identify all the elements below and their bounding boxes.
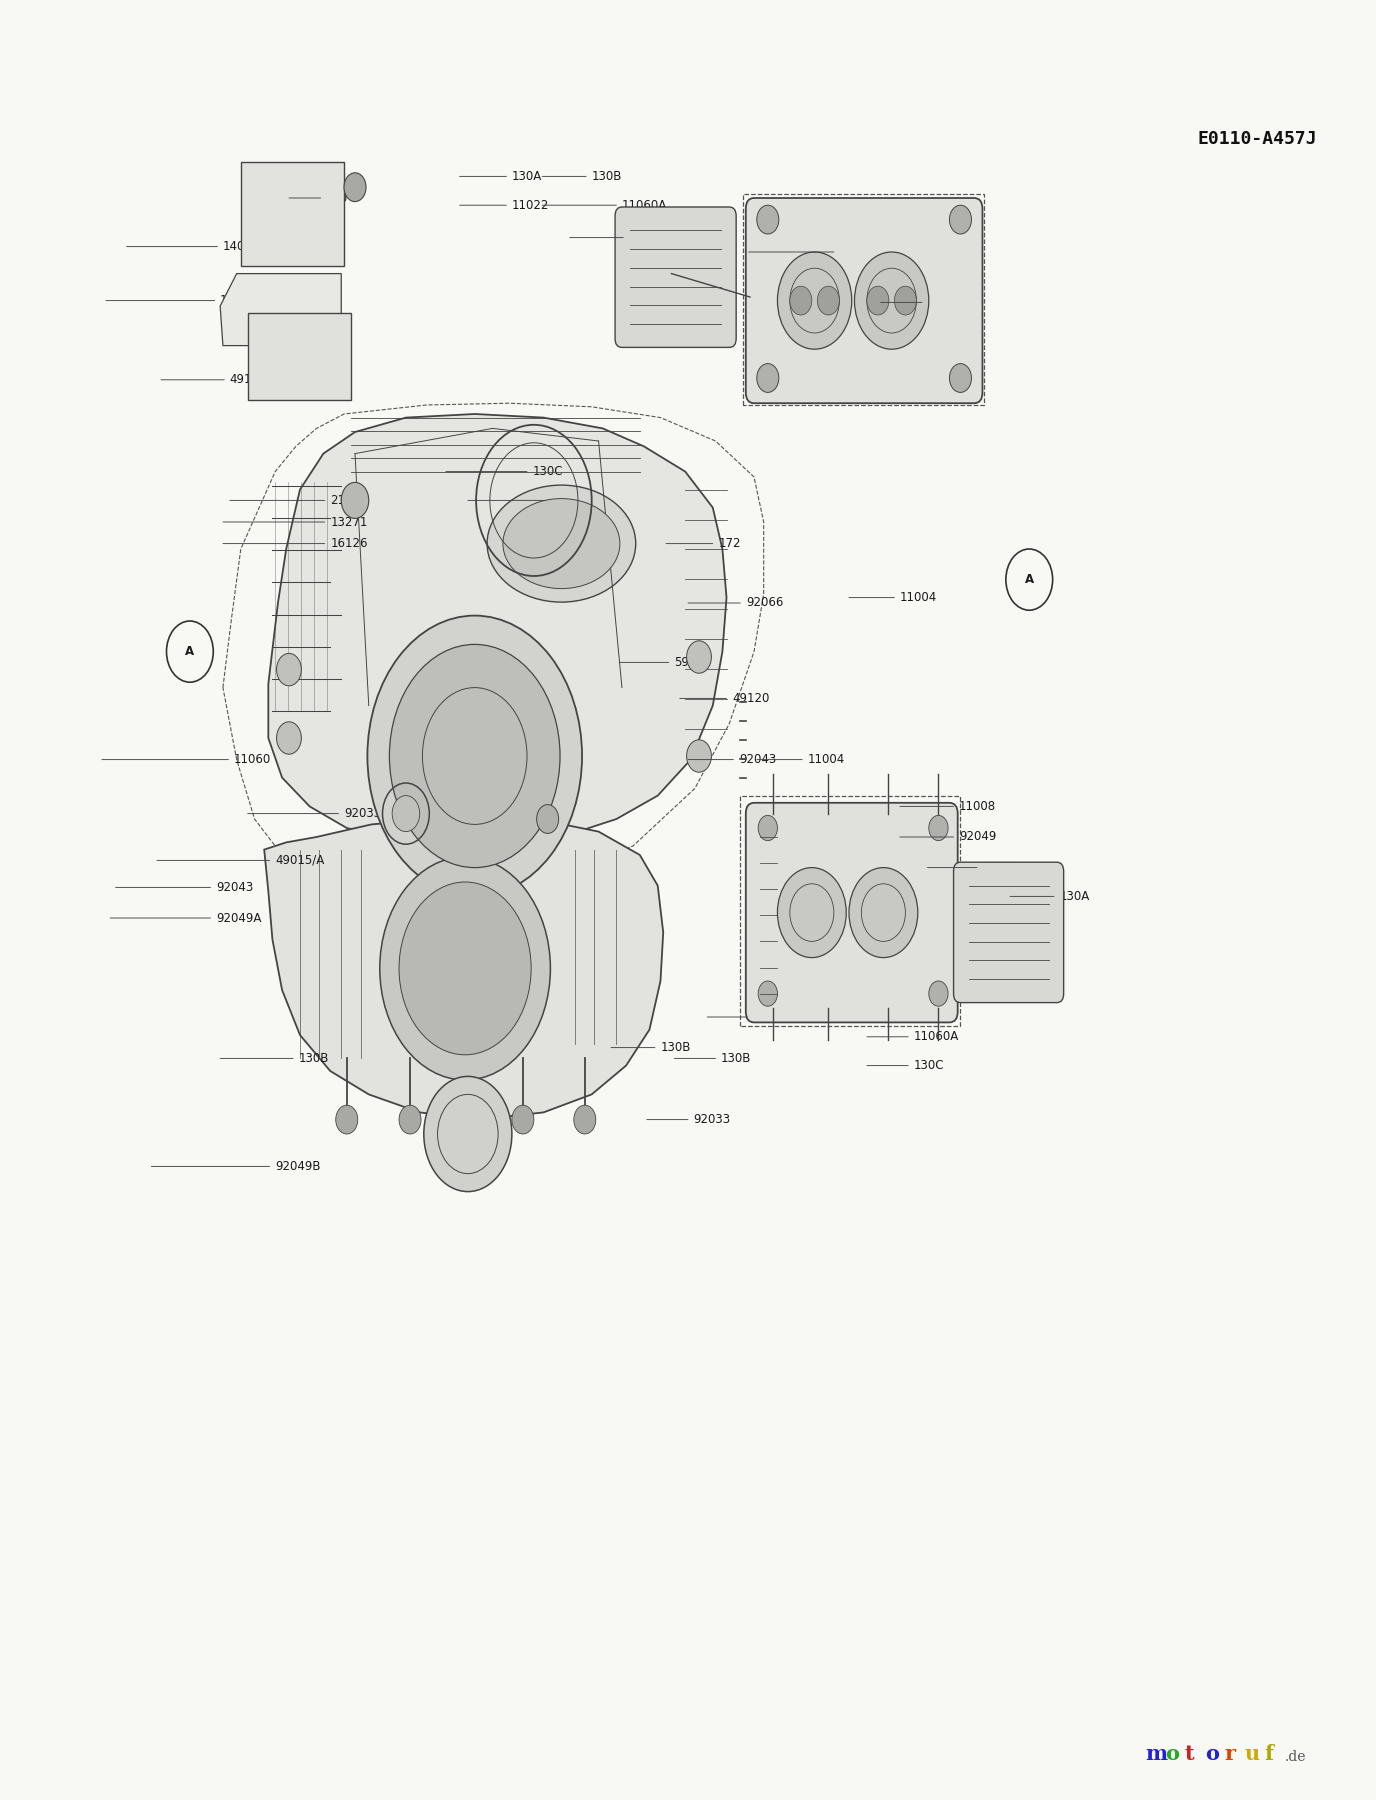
Text: 92049: 92049: [959, 830, 996, 844]
Circle shape: [777, 868, 846, 958]
Text: 130B: 130B: [721, 1051, 751, 1066]
Circle shape: [537, 805, 559, 833]
Text: 92049A: 92049A: [216, 911, 261, 925]
Text: 92066: 92066: [746, 596, 783, 610]
Text: 92049B: 92049B: [275, 1159, 321, 1174]
Text: o: o: [1164, 1744, 1179, 1764]
Text: 92033: 92033: [344, 806, 381, 821]
Circle shape: [512, 1105, 534, 1134]
Text: 49015/A: 49015/A: [275, 853, 325, 868]
Text: 92043: 92043: [739, 752, 776, 767]
Text: 11060A: 11060A: [914, 1030, 959, 1044]
Ellipse shape: [502, 499, 619, 589]
Circle shape: [399, 882, 531, 1055]
Text: m: m: [1145, 1744, 1167, 1764]
Circle shape: [790, 286, 812, 315]
Text: 49109: 49109: [230, 373, 267, 387]
Circle shape: [687, 641, 711, 673]
Text: 92049: 92049: [629, 230, 666, 245]
Circle shape: [757, 364, 779, 392]
Text: 92043: 92043: [927, 295, 965, 310]
Circle shape: [277, 722, 301, 754]
Text: 11008: 11008: [959, 799, 996, 814]
Text: 92033: 92033: [694, 1112, 731, 1127]
FancyBboxPatch shape: [746, 803, 958, 1022]
FancyBboxPatch shape: [615, 207, 736, 347]
Text: 11008A: 11008A: [839, 245, 885, 259]
Text: 11022: 11022: [512, 198, 549, 212]
Text: 59071: 59071: [674, 655, 711, 670]
Circle shape: [367, 616, 582, 896]
Circle shape: [849, 868, 918, 958]
Text: 130C: 130C: [533, 464, 563, 479]
FancyBboxPatch shape: [954, 862, 1064, 1003]
Bar: [241, 162, 344, 266]
Text: A: A: [186, 644, 194, 659]
Text: 13271: 13271: [330, 515, 367, 529]
Text: 11004: 11004: [900, 590, 937, 605]
Circle shape: [777, 252, 852, 349]
Circle shape: [949, 364, 971, 392]
Circle shape: [929, 815, 948, 841]
Circle shape: [867, 286, 889, 315]
Circle shape: [392, 796, 420, 832]
Circle shape: [344, 173, 366, 202]
Text: 49120: 49120: [732, 691, 769, 706]
Polygon shape: [268, 414, 727, 846]
Text: 130B: 130B: [299, 1051, 329, 1066]
Circle shape: [758, 815, 777, 841]
Text: 130A: 130A: [1060, 889, 1090, 904]
Bar: [248, 313, 351, 400]
Circle shape: [687, 740, 711, 772]
Text: 214: 214: [330, 493, 352, 508]
Text: 130B: 130B: [753, 1010, 783, 1024]
Circle shape: [341, 482, 369, 518]
Circle shape: [389, 644, 560, 868]
Text: f: f: [1265, 1744, 1274, 1764]
Text: .de: .de: [1285, 1750, 1306, 1764]
Circle shape: [854, 252, 929, 349]
Circle shape: [817, 286, 839, 315]
Text: 11022: 11022: [982, 860, 1020, 875]
Text: 11060: 11060: [234, 752, 271, 767]
Polygon shape: [264, 817, 663, 1120]
Text: 130B: 130B: [660, 1040, 691, 1055]
Circle shape: [758, 981, 777, 1006]
Text: 11004: 11004: [808, 752, 845, 767]
Text: 14091: 14091: [223, 239, 260, 254]
Circle shape: [336, 1105, 358, 1134]
Text: 130: 130: [326, 191, 348, 205]
Text: 11060A: 11060A: [622, 198, 667, 212]
Text: 92049C: 92049C: [550, 493, 596, 508]
Circle shape: [894, 286, 916, 315]
Text: 92043: 92043: [216, 880, 253, 895]
FancyBboxPatch shape: [746, 198, 982, 403]
Text: E0110-A457J: E0110-A457J: [1197, 130, 1317, 148]
Circle shape: [424, 1076, 512, 1192]
Circle shape: [574, 1105, 596, 1134]
Text: 172: 172: [718, 536, 740, 551]
Text: t: t: [1185, 1744, 1194, 1764]
Text: r: r: [1225, 1744, 1236, 1764]
Text: u: u: [1244, 1744, 1259, 1764]
Text: 130C: 130C: [914, 1058, 944, 1073]
Text: A: A: [1025, 572, 1033, 587]
Text: 11060B: 11060B: [220, 293, 266, 308]
Text: 16126: 16126: [330, 536, 367, 551]
Circle shape: [949, 205, 971, 234]
Text: o: o: [1205, 1744, 1219, 1764]
Circle shape: [757, 205, 779, 234]
Polygon shape: [220, 274, 341, 346]
Ellipse shape: [487, 486, 636, 603]
Circle shape: [929, 981, 948, 1006]
Circle shape: [380, 857, 550, 1080]
Circle shape: [399, 1105, 421, 1134]
Circle shape: [277, 653, 301, 686]
Text: 130B: 130B: [592, 169, 622, 184]
Text: 130A: 130A: [512, 169, 542, 184]
